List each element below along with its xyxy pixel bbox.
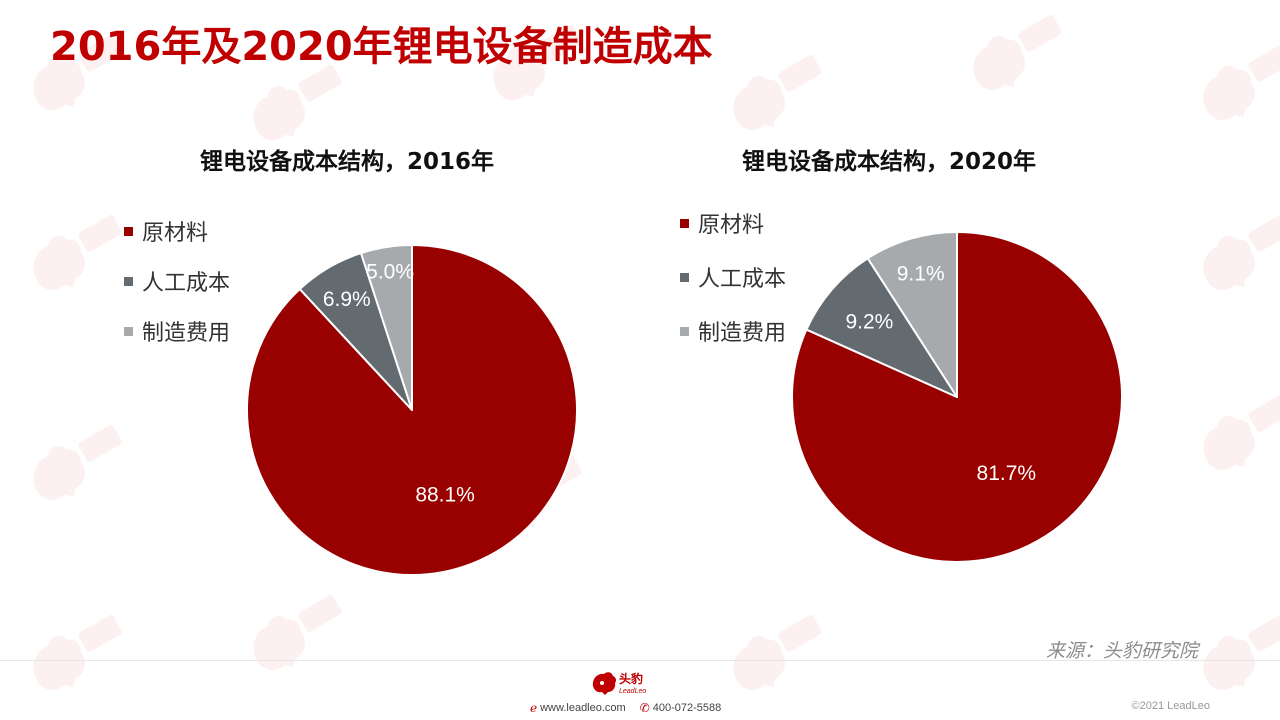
watermark-logo [733, 54, 822, 130]
leopard-icon [592, 672, 617, 695]
data-label-labor: 6.9% [323, 288, 371, 311]
data-label-materials: 81.7% [977, 462, 1037, 485]
watermark-logo [733, 614, 822, 690]
page-title: 2016年及2020年锂电设备制造成本 [50, 24, 713, 70]
chart-2020: 锂电设备成本结构，2020年 81.7% 9.2% 9.1% 原材料 人工成本 制造… [660, 130, 1160, 600]
chart-legend: 原材料 人工成本 制造费用 [680, 196, 786, 358]
data-label-manufacturing: 5.0% [366, 261, 414, 284]
watermark-logo [1203, 44, 1280, 120]
footer-contact: ℯ www.leadleo.com ✆ 400-072-5588 [530, 701, 721, 715]
leadleo-logo: 头豹 LeadLeo [592, 671, 646, 695]
chart-legend: 原材料 人工成本 制造费用 [124, 206, 230, 356]
pie-chart-2020: 81.7% 9.2% 9.1% [791, 231, 1123, 563]
watermark-logo [33, 214, 122, 290]
legend-label: 人工成本 [698, 267, 787, 292]
legend-item-materials: 原材料 [124, 206, 230, 256]
website-link[interactable]: www.leadleo.com [540, 702, 626, 714]
legend-swatch [680, 326, 689, 336]
legend-swatch [124, 226, 133, 236]
watermark-logo [1203, 394, 1280, 470]
phone-number: 400-072-5588 [652, 702, 722, 714]
logo-subtext: LeadLeo [619, 688, 646, 695]
legend-item-manufacturing: 制造费用 [680, 304, 786, 358]
copyright: ©2021 LeadLeo [1131, 700, 1210, 712]
pie-slice-manufacturing [866, 231, 958, 398]
chart-title: 锂电设备成本结构，2016年 [200, 149, 495, 175]
pie-chart-2016: 88.1% 6.9% 5.0% [246, 244, 578, 576]
logo-text: 头豹 [619, 671, 643, 686]
data-label-labor: 9.2% [845, 311, 893, 334]
data-label-materials: 88.1% [415, 484, 475, 507]
pie-slice-manufacturing [360, 244, 413, 411]
watermark-logo [1203, 614, 1280, 690]
legend-item-labor: 人工成本 [680, 250, 786, 304]
watermark-logo [33, 614, 122, 690]
legend-label: 人工成本 [142, 271, 231, 296]
legend-label: 制造费用 [142, 321, 231, 346]
watermark-logo [973, 14, 1062, 90]
legend-swatch [124, 326, 133, 336]
legend-swatch [680, 272, 689, 282]
legend-label: 原材料 [698, 213, 765, 238]
source-note: 来源：头豹研究院 [1045, 640, 1198, 662]
pie-labels: 81.7% 9.2% 9.1% [845, 263, 1036, 486]
legend-swatch [680, 218, 689, 228]
pie-labels: 88.1% 6.9% 5.0% [323, 261, 475, 507]
chart-2016: 锂电设备成本结构，2016年 88.1% 6.9% 5.0% 原材料 人工成本 制造… [120, 130, 620, 600]
legend-item-labor: 人工成本 [124, 256, 230, 306]
legend-item-manufacturing: 制造费用 [124, 306, 230, 356]
legend-swatch [124, 276, 133, 286]
web-icon: ℯ [530, 701, 538, 715]
pie-slices [791, 231, 1123, 563]
legend-label: 制造费用 [698, 321, 787, 346]
legend-item-materials: 原材料 [680, 196, 786, 250]
phone-icon: ✆ [639, 701, 650, 715]
data-label-manufacturing: 9.1% [897, 263, 945, 286]
watermark-logo [253, 594, 342, 670]
pie-slices [246, 244, 578, 576]
pie-slice-labor [805, 257, 958, 398]
legend-label: 原材料 [142, 221, 209, 246]
watermark-logo [33, 424, 122, 500]
chart-title: 锂电设备成本结构，2020年 [742, 149, 1037, 175]
footer-divider [0, 660, 1280, 661]
watermark-logo [1203, 214, 1280, 290]
